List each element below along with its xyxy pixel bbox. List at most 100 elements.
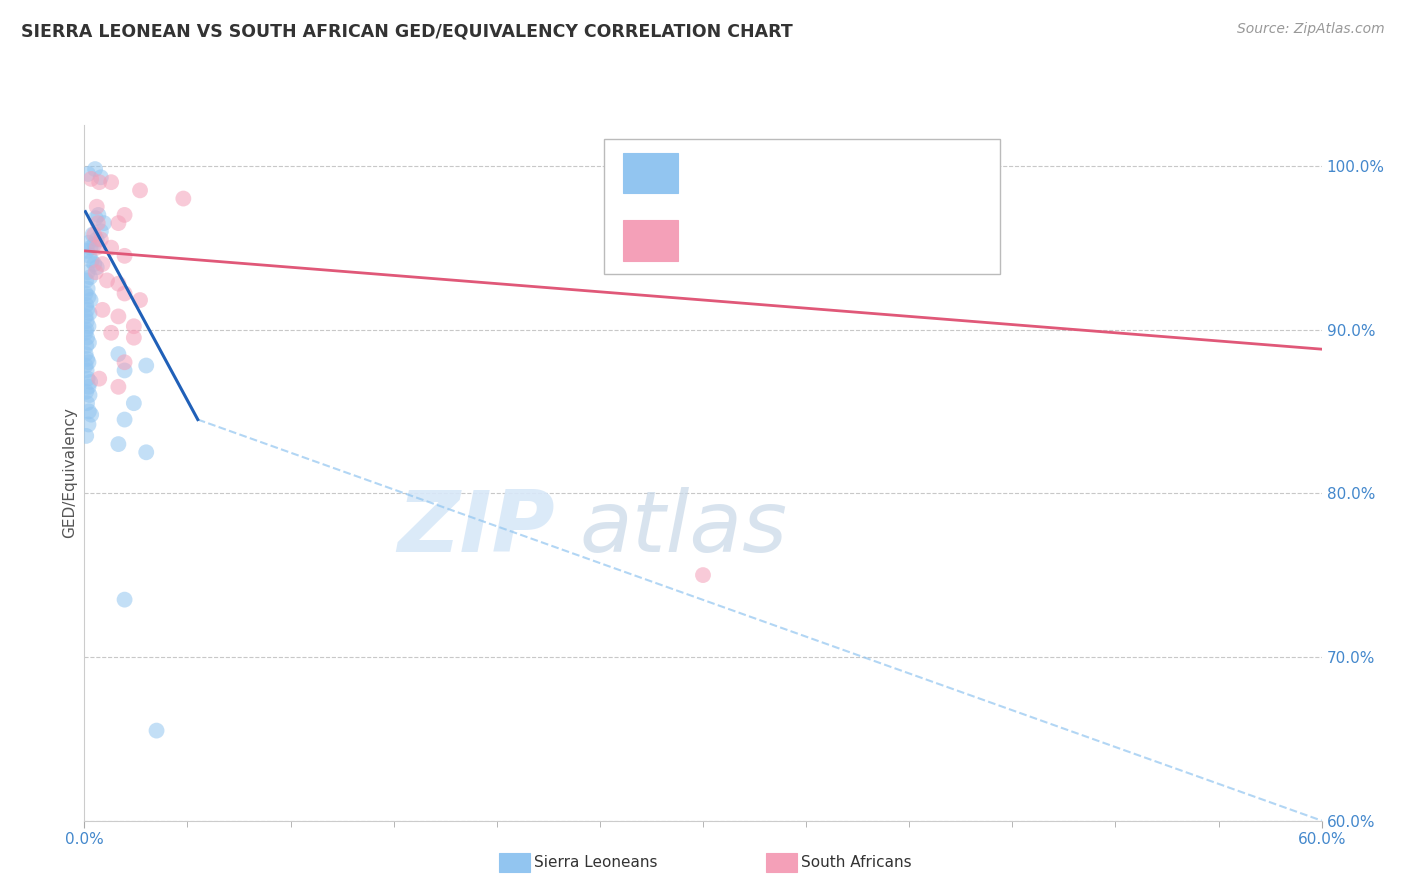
Point (135, 359, 157, 373)
Text: 29: 29 (873, 232, 896, 247)
Point (79, 375, 101, 389)
Text: Source: ZipAtlas.com: Source: ZipAtlas.com (1237, 22, 1385, 37)
Point (76, 396, 98, 410)
Point (77, 319, 100, 334)
Point (122, 331, 145, 345)
Point (84, 162, 107, 177)
Point (87, 216, 110, 230)
Point (90, 232, 112, 246)
Point (114, 249, 136, 263)
Point (114, 208, 136, 222)
Point (87, 208, 110, 222)
Point (83, 257, 105, 271)
Text: Sierra Leoneans: Sierra Leoneans (534, 855, 658, 870)
Point (114, 355, 136, 369)
Point (100, 326, 122, 340)
Point (75, 359, 97, 373)
Point (122, 319, 145, 334)
Point (75, 322, 97, 336)
Point (135, 445, 157, 459)
Point (77, 417, 100, 432)
Point (75, 347, 97, 361)
Point (79, 249, 101, 263)
Point (79, 293, 101, 307)
Point (75, 286, 97, 301)
Point (75, 298, 97, 312)
Point (122, 396, 145, 410)
Point (77, 167, 100, 181)
Point (129, 293, 152, 307)
Point (75, 429, 97, 443)
Point (79, 241, 101, 255)
Point (77, 404, 100, 418)
Point (80, 172, 103, 186)
Point (76, 351, 98, 366)
Point (89, 371, 111, 385)
Point (79, 270, 101, 285)
Point (75, 310, 97, 324)
Point (90, 224, 112, 238)
Point (100, 241, 122, 255)
Text: ZIP: ZIP (396, 487, 554, 570)
Point (107, 277, 129, 291)
Text: R =: R = (693, 165, 727, 179)
Point (100, 175, 122, 189)
FancyBboxPatch shape (605, 139, 1000, 275)
Point (91, 257, 114, 271)
Text: R =: R = (693, 232, 727, 247)
Point (91, 302, 114, 317)
Point (145, 723, 167, 738)
Point (172, 192, 194, 206)
Point (76, 371, 98, 385)
Point (77, 355, 100, 369)
Point (76, 244, 98, 258)
Text: atlas: atlas (579, 487, 787, 570)
Point (76, 314, 98, 328)
Point (77, 335, 100, 350)
Point (76, 363, 98, 377)
Point (107, 216, 129, 230)
Point (76, 282, 98, 296)
FancyBboxPatch shape (623, 153, 678, 193)
Point (75, 384, 97, 399)
Point (107, 380, 129, 394)
Point (86, 241, 108, 255)
Point (129, 183, 152, 197)
Point (77, 235, 100, 250)
Point (83, 227, 105, 242)
Text: South Africans: South Africans (801, 855, 912, 870)
Point (114, 363, 136, 377)
Text: -0.282: -0.282 (738, 165, 793, 179)
Point (107, 347, 129, 361)
Point (77, 290, 100, 304)
Text: N =: N = (827, 165, 860, 179)
Point (107, 437, 129, 451)
Point (77, 380, 100, 394)
Point (79, 306, 101, 320)
Point (82, 227, 104, 242)
Point (692, 568, 714, 582)
Point (86, 200, 108, 214)
Text: N =: N = (827, 232, 860, 247)
Point (76, 302, 98, 317)
Point (80, 253, 103, 268)
Point (114, 592, 136, 607)
Point (89, 175, 111, 189)
Point (79, 388, 101, 402)
Point (84, 211, 107, 226)
Point (76, 265, 98, 279)
Point (114, 412, 136, 426)
Text: SIERRA LEONEAN VS SOUTH AFRICAN GED/EQUIVALENCY CORRELATION CHART: SIERRA LEONEAN VS SOUTH AFRICAN GED/EQUI… (21, 22, 793, 40)
Point (80, 408, 103, 422)
Point (83, 237, 105, 252)
Point (75, 273, 97, 287)
Point (93, 216, 115, 230)
Point (84, 265, 107, 279)
Point (86, 260, 108, 275)
Point (75, 326, 97, 340)
Point (114, 286, 136, 301)
Point (86, 232, 108, 246)
Point (75, 339, 97, 353)
Point (76, 331, 98, 345)
Point (107, 310, 129, 324)
